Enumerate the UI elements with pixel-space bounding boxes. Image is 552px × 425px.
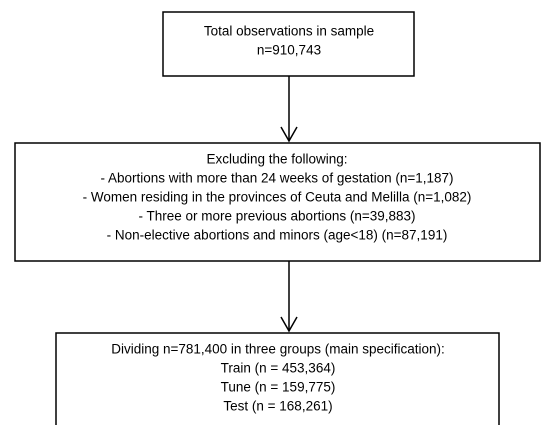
node-text: - Three or more previous abortions (n=39… [138,209,415,224]
node-text: n=910,743 [257,43,321,58]
node-text: - Abortions with more than 24 weeks of g… [100,171,453,186]
node-box [162,11,415,77]
node-text: Excluding the following: [206,152,347,167]
arrow-head [280,126,298,143]
node-text: Tune (n = 159,775) [221,380,336,395]
node-text: - Non-elective abortions and minors (age… [107,228,448,243]
node-text: Test (n = 168,261) [223,399,332,414]
node-box [14,142,541,262]
node-text: - Women residing in the provinces of Ceu… [83,190,472,205]
node-box [55,332,500,425]
node-texts: Total observations in sample n=910,743 Exc… [83,24,472,414]
node-text: Train (n = 453,364) [221,361,336,376]
node-text: Total observations in sample [204,24,374,39]
arrow-head [280,316,298,333]
node-text: Dividing n=781,400 in three groups (main… [111,342,445,357]
